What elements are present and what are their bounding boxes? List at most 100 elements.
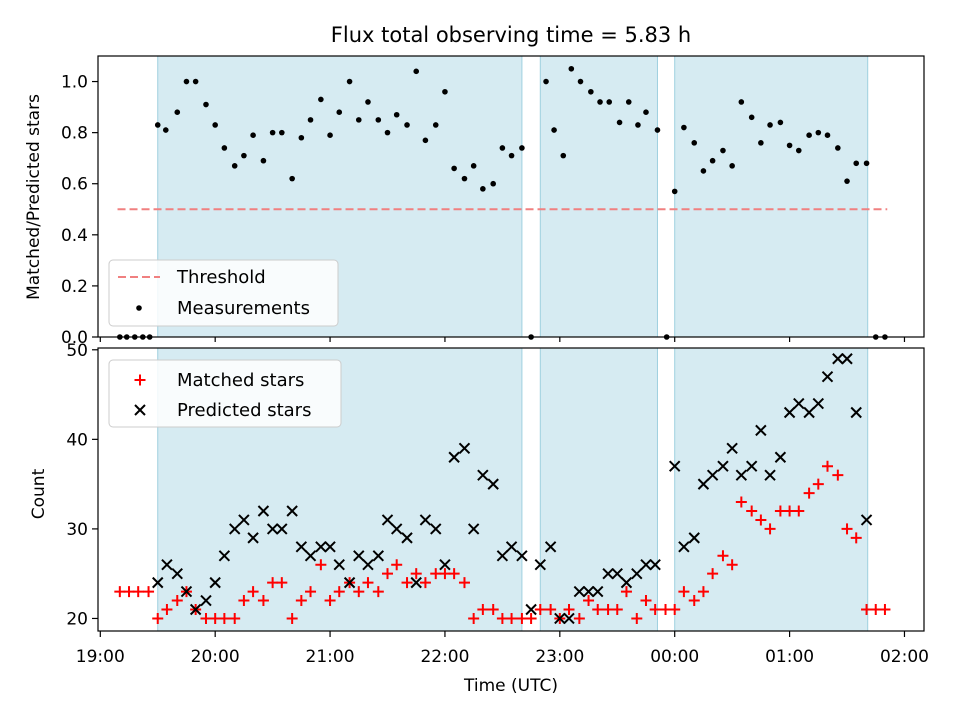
predicted-star-point [505,541,518,553]
predicted-star-point [717,460,729,472]
measurement-point [691,140,698,146]
predicted-star-point [582,585,595,598]
observing-window-band [674,347,869,632]
measurement-point [835,145,841,151]
y-tick-label: 1.0 [61,73,88,93]
matched-star-point [850,532,862,544]
measurement-point [269,129,276,136]
legend-threshold-label: Threshold [176,267,266,288]
matched-star-point [525,612,537,624]
y-tick-label: 0.0 [61,328,88,348]
measurement-point [824,132,831,138]
matched-star-point [114,586,126,598]
measurement-point [853,160,860,167]
measurement-point [551,127,557,133]
measurement-point [279,129,285,136]
predicted-star-point [430,523,442,535]
matched-star-point [132,586,144,598]
measurement-point [738,99,745,105]
bottom-legend-box [108,359,342,428]
top-y-axis-label: Matched/Predicted stars [24,94,44,300]
matched-star-point [419,577,431,589]
predicted-star-point [266,523,279,535]
matched-star-point [468,612,480,624]
predicted-star-point [362,559,374,571]
predicted-star-point [487,478,499,490]
matched-star-point [746,505,758,517]
measurement-point [606,99,613,105]
predicted-star-point [353,550,365,562]
matched-star-point [861,604,873,616]
matched-star-point [583,595,595,607]
measurement-point [183,78,190,85]
matched-star-point [161,604,173,616]
measurement-point [298,134,305,141]
predicted-star-point [640,559,652,571]
measurement-point [643,109,649,115]
y-tick-label: 0.2 [61,277,88,297]
measurement-point [863,160,870,167]
legend-matched-label: Matched stars [177,370,304,391]
matched-star-point [410,568,422,580]
matched-star-point [516,612,528,624]
measurement-point [451,165,457,172]
predicted-star-point [410,576,422,589]
matched-star-point [620,586,632,598]
predicted-star-point [631,567,643,580]
matched-star-point [774,505,786,517]
measurement-point [671,188,678,195]
measurement-point [393,111,400,118]
legend-measurement-label: Measurements [177,298,310,319]
predicted-star-point [668,460,681,472]
measurement-point [720,147,726,154]
matched-star-point [660,604,672,616]
measurement-point [654,127,661,133]
y-tick-label: 0.8 [61,124,88,144]
chart-title: Flux total observing time = 5.83 h [331,23,691,47]
x-tick-label: 21:00 [306,647,355,667]
measurement-point [154,122,161,128]
y-tick-label: 40 [66,430,88,450]
x-tick-label: 23:00 [535,647,584,667]
matched-star-point [218,612,230,624]
measurement-point [597,99,603,105]
matched-star-point [439,568,451,580]
predicted-star-point [688,532,700,544]
measurement-point [635,122,641,128]
measurement-point [442,88,448,95]
measurement-point [432,122,439,128]
measurement-point [192,78,199,85]
predicted-star-point [218,550,231,562]
matched-star-point [401,577,413,589]
matched-star-point [803,487,815,499]
matched-star-point [487,604,499,616]
measurement-point [212,122,218,128]
predicted-star-point [841,353,853,365]
predicted-star-point [850,406,862,419]
measurement-point [767,122,773,128]
predicted-star-point [304,550,317,562]
measurement-point [365,99,371,105]
predicted-star-point [467,523,480,535]
measurement-point [404,122,410,128]
measurement-point [327,132,333,138]
y-tick-label: 30 [66,520,88,540]
predicted-star-point [563,612,575,625]
measurement-point [461,175,468,182]
measurement-point [758,140,764,146]
matched-star-point [238,595,250,607]
measurement-point [560,152,567,159]
matched-star-point [841,523,853,535]
matched-star-point [315,559,327,571]
predicted-star-point [774,451,787,463]
y-tick-label: 0.6 [61,175,88,195]
predicted-star-point [793,397,805,410]
bottom-y-axis-label: Count [29,468,49,519]
predicted-star-point [324,541,336,553]
measurement-point [470,163,477,169]
matched-star-point [477,604,489,616]
matched-star-point [821,460,833,472]
predicted-star-point [458,442,471,455]
matched-star-point [458,577,470,589]
predicted-star-point [783,406,796,419]
